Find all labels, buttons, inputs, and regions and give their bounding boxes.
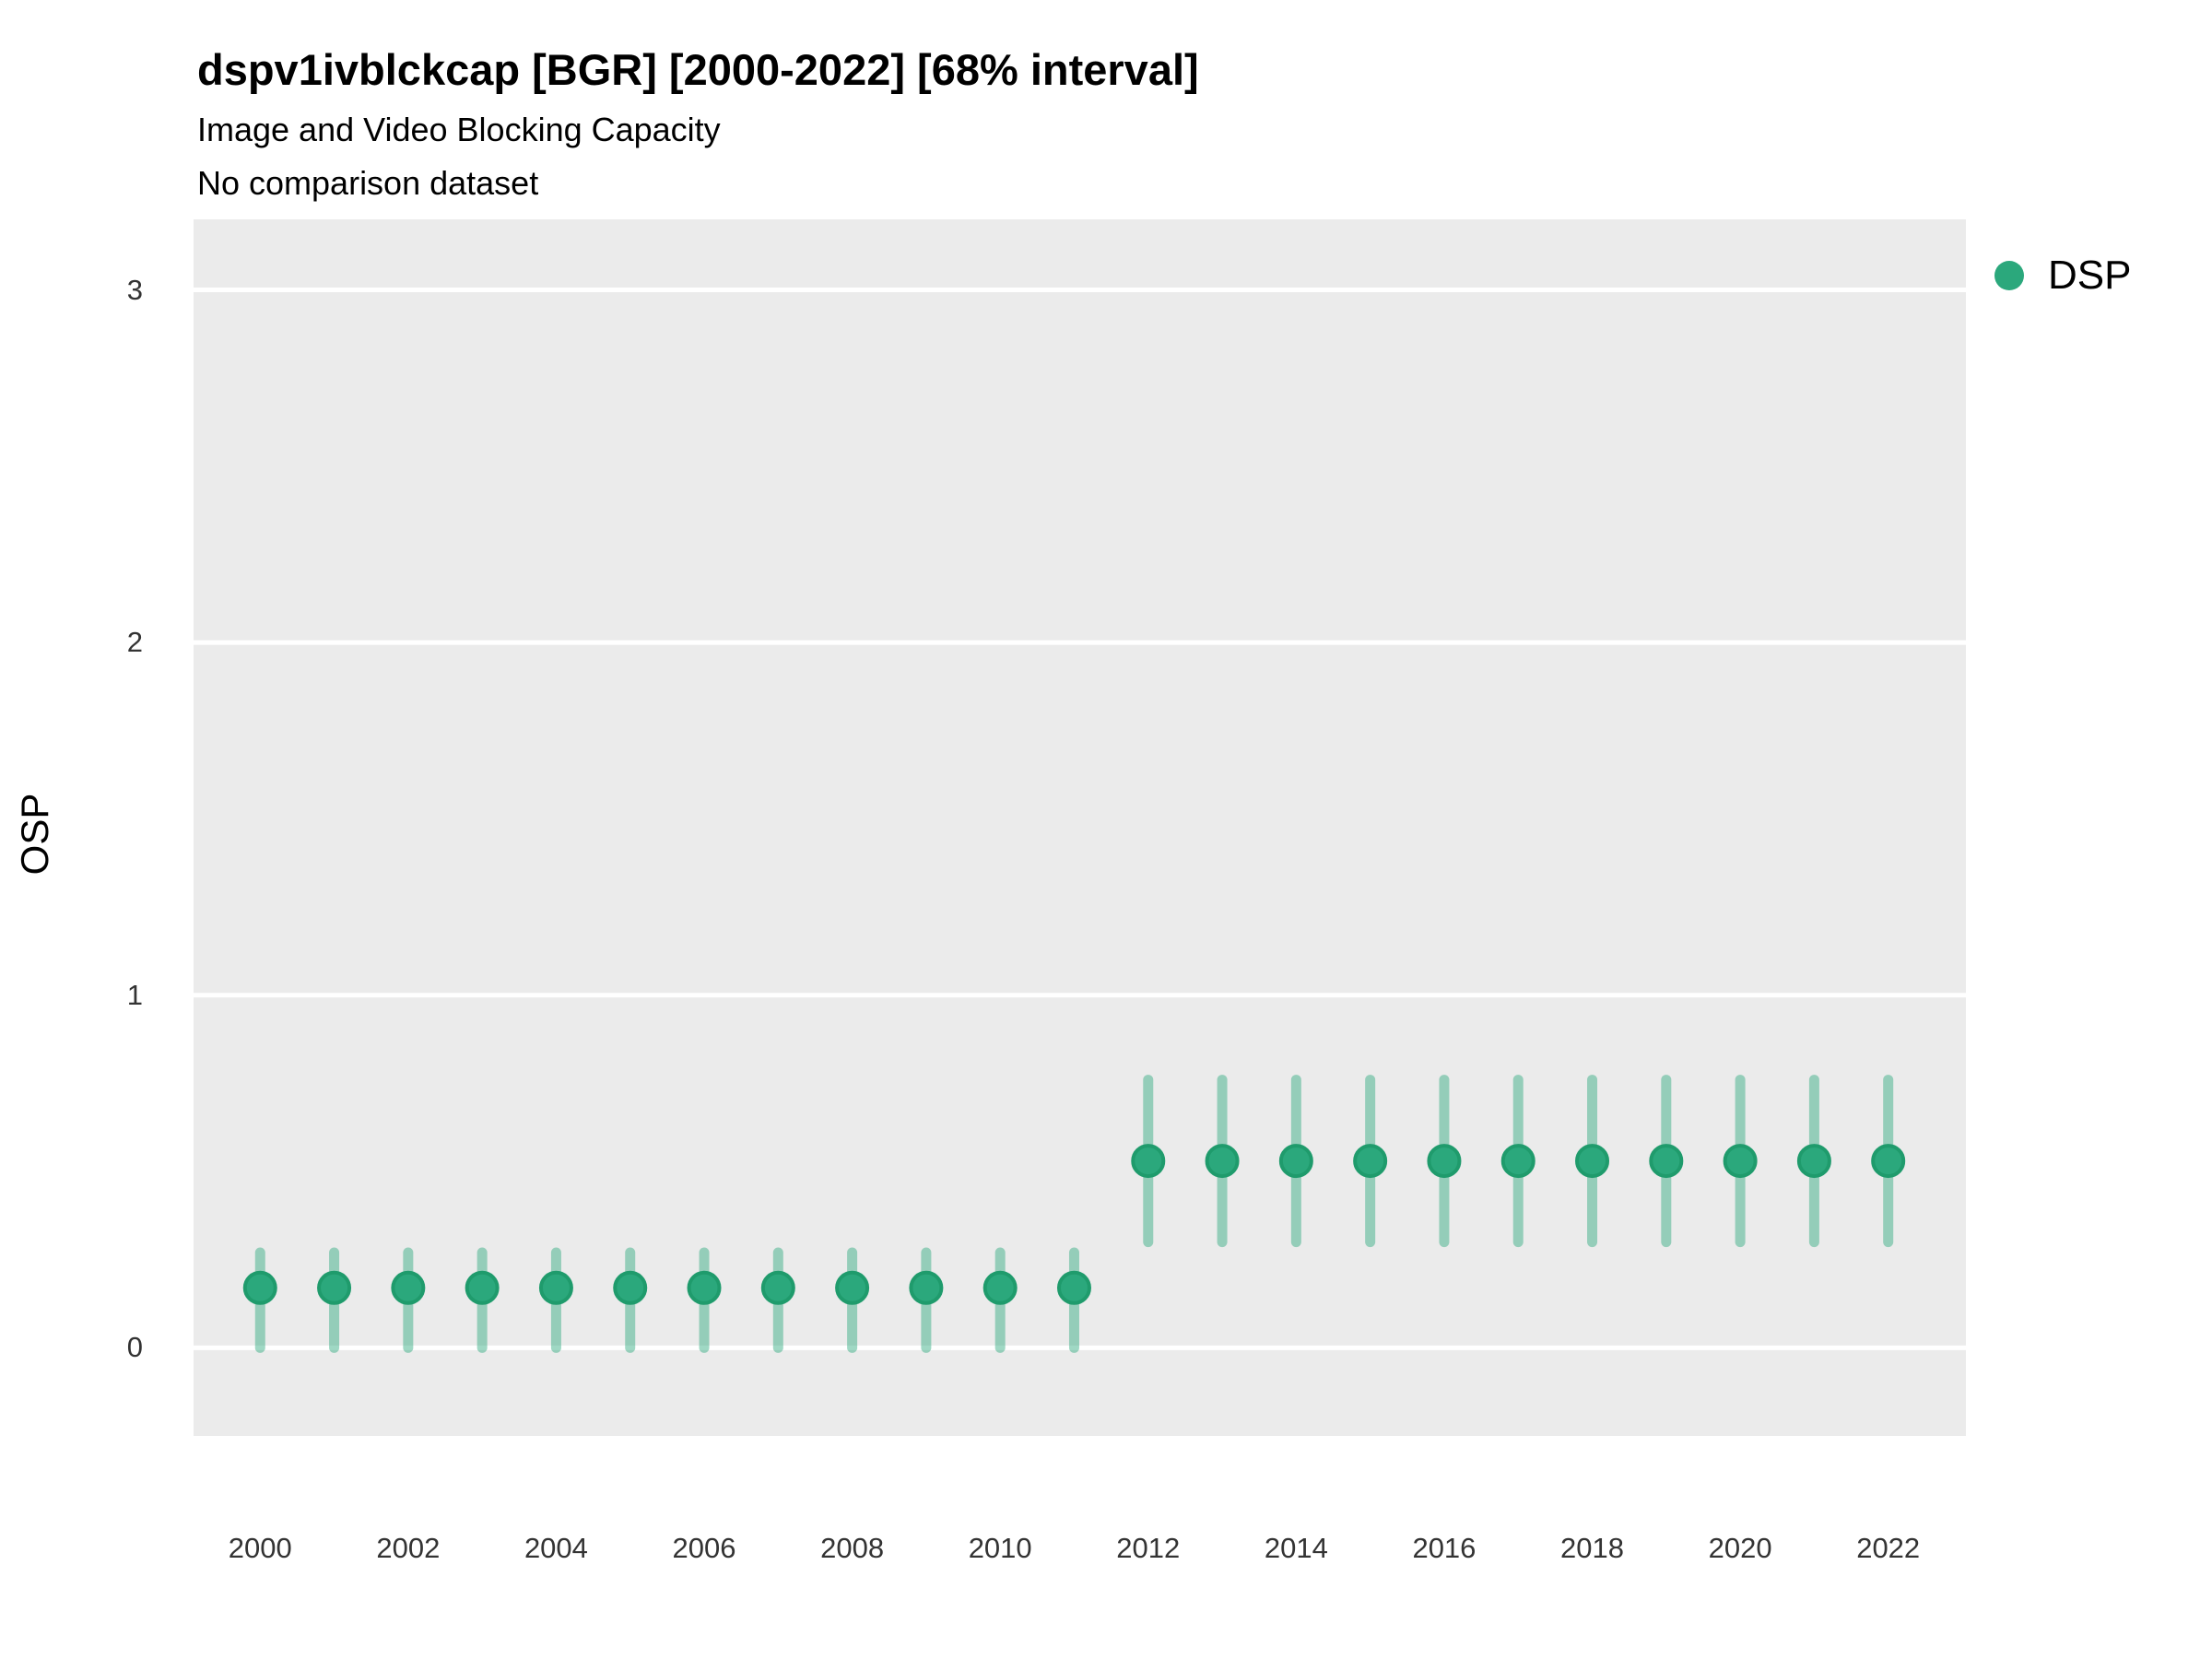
data-point-2007 xyxy=(760,1270,795,1305)
data-point-2002 xyxy=(391,1270,426,1305)
chart-note: No comparison dataset xyxy=(197,164,539,202)
data-point-2011 xyxy=(1056,1270,1091,1305)
data-point-2022 xyxy=(1871,1144,1906,1179)
x-tick-label-2022: 2022 xyxy=(1856,1532,1921,1564)
x-tick-label-2012: 2012 xyxy=(1116,1532,1181,1564)
x-tick-label-2020: 2020 xyxy=(1708,1532,1772,1564)
x-tick-label-2004: 2004 xyxy=(524,1532,588,1564)
x-tick-label-2018: 2018 xyxy=(1560,1532,1624,1564)
x-tick-label-2008: 2008 xyxy=(820,1532,885,1564)
data-point-2009 xyxy=(909,1270,944,1305)
x-tick-label-2002: 2002 xyxy=(376,1532,441,1564)
data-point-2005 xyxy=(613,1270,648,1305)
y-tick-label-3: 3 xyxy=(126,273,143,306)
y-tick-label-0: 0 xyxy=(126,1331,143,1364)
legend-marker-dot xyxy=(1994,261,2024,290)
data-point-2018 xyxy=(1575,1144,1610,1179)
chart-subtitle: Image and Video Blocking Capacity xyxy=(197,111,721,148)
data-point-2015 xyxy=(1353,1144,1388,1179)
x-tick-label-2006: 2006 xyxy=(672,1532,736,1564)
plot-panel-background xyxy=(194,219,1966,1436)
data-point-2021 xyxy=(1796,1144,1831,1179)
data-point-2001 xyxy=(317,1270,352,1305)
data-point-2003 xyxy=(465,1270,500,1305)
data-point-2014 xyxy=(1278,1144,1313,1179)
x-tick-label-2016: 2016 xyxy=(1412,1532,1477,1564)
data-point-2004 xyxy=(538,1270,573,1305)
data-point-2000 xyxy=(242,1270,277,1305)
y-tick-label-2: 2 xyxy=(126,626,143,659)
data-point-2012 xyxy=(1131,1144,1166,1179)
x-tick-label-2000: 2000 xyxy=(228,1532,292,1564)
x-tick-label-2010: 2010 xyxy=(968,1532,1032,1564)
data-point-2010 xyxy=(982,1270,1018,1305)
y-tick-label-1: 1 xyxy=(126,978,143,1011)
x-tick-label-2014: 2014 xyxy=(1264,1532,1328,1564)
data-point-2020 xyxy=(1723,1144,1758,1179)
data-point-2013 xyxy=(1205,1144,1240,1179)
data-point-2016 xyxy=(1427,1144,1462,1179)
chart-title: dspv1ivblckcap [BGR] [2000-2022] [68% in… xyxy=(197,45,1199,94)
data-point-2019 xyxy=(1649,1144,1684,1179)
legend-label: DSP xyxy=(2048,253,2132,298)
data-point-2008 xyxy=(835,1270,870,1305)
data-point-2006 xyxy=(687,1270,722,1305)
data-point-2017 xyxy=(1500,1144,1535,1179)
